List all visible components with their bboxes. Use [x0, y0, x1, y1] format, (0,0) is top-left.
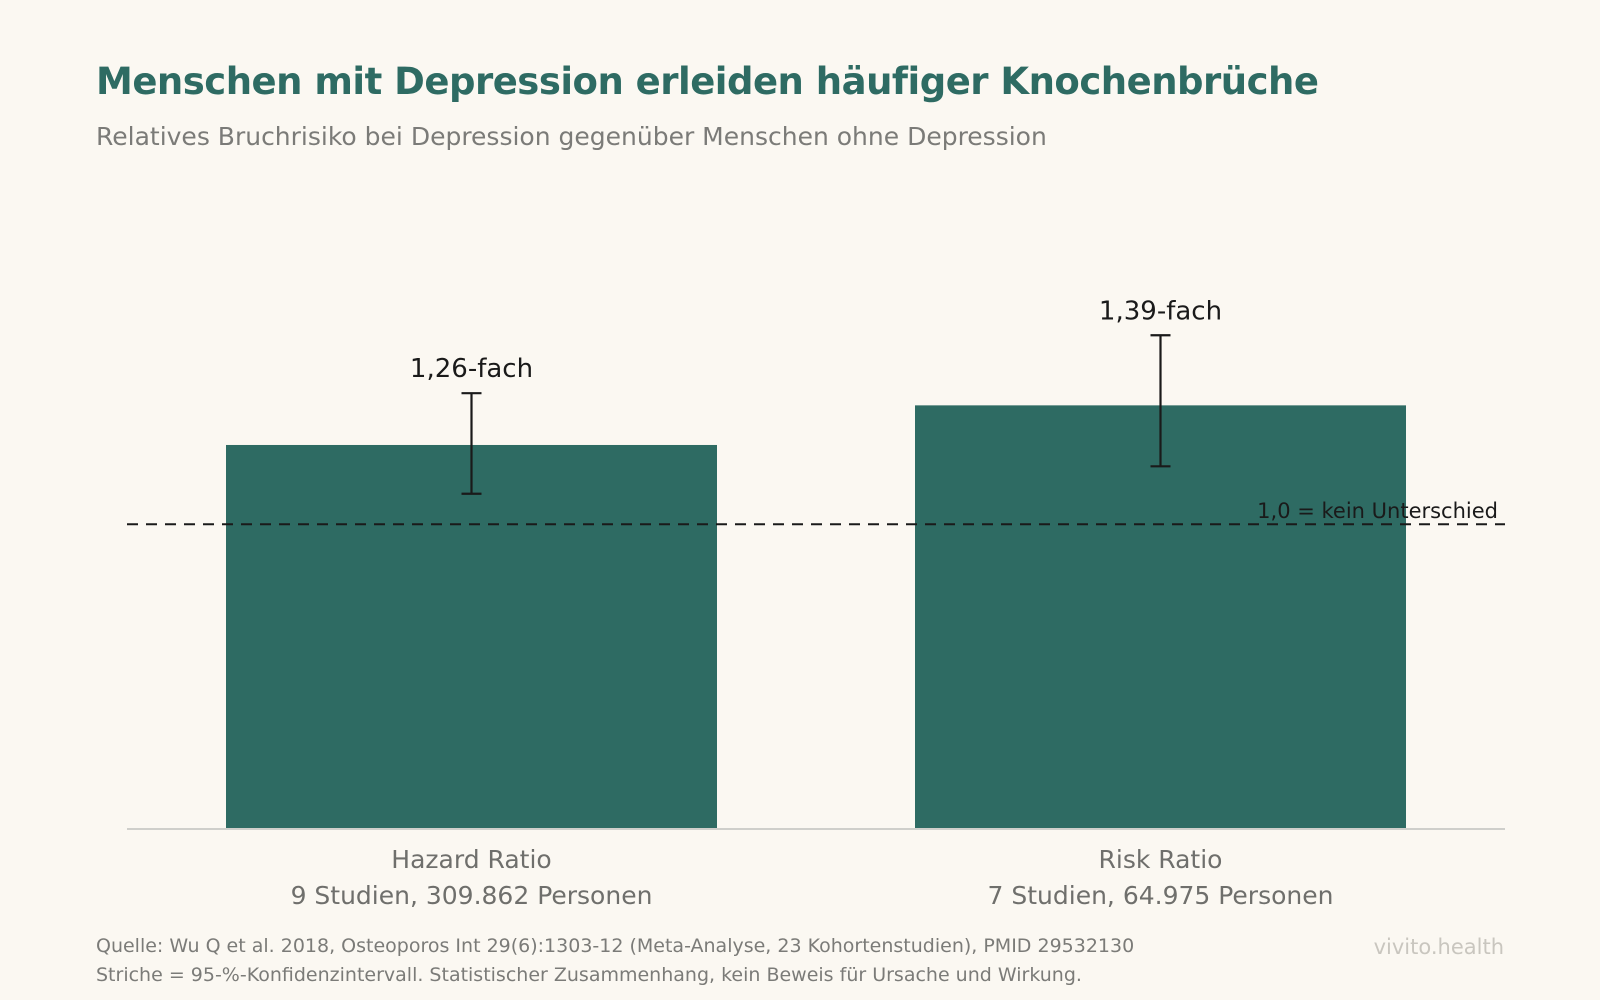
data-label-1: 1,26-fach [410, 354, 533, 384]
chart-title: Menschen mit Depression erleiden häufige… [96, 60, 1319, 103]
category-sublabel-1: 9 Studien, 309.862 Personen [291, 881, 653, 910]
category-sublabel-2: 7 Studien, 64.975 Personen [988, 881, 1334, 910]
brand-watermark: vivito.health [1373, 935, 1504, 959]
category-label-1: Hazard Ratio [391, 845, 551, 874]
chart-subtitle: Relatives Bruchrisiko bei Depression geg… [96, 122, 1047, 151]
bar-1 [226, 444, 717, 829]
bar-chart: 1,0 = kein Unterschied 1,26-fach Hazard Ra… [127, 296, 1505, 910]
bar-2 [915, 405, 1406, 829]
source-note: Quelle: Wu Q et al. 2018, Osteoporos Int… [96, 935, 1135, 957]
category-label-2: Risk Ratio [1099, 845, 1223, 874]
data-label-2: 1,39-fach [1099, 296, 1222, 326]
confidence-interval-note: Striche = 95-%-Konfidenzintervall. Stati… [96, 964, 1082, 986]
reference-line-label: 1,0 = kein Unterschied [1257, 499, 1498, 523]
